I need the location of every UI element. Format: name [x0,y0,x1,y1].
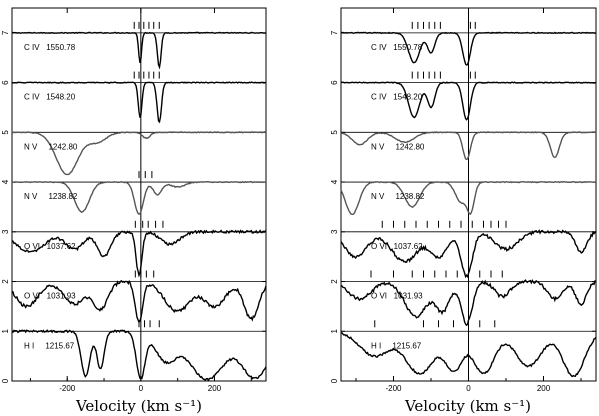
transition-label: O VI 1037.62 [24,242,76,251]
x-tick-label: 200 [208,384,222,393]
spectrum-line [340,81,597,121]
x-axis-title: Velocity (km s⁻¹) [75,397,202,415]
transition-label: O VI 1031.93 [371,292,423,301]
spectrum-line [340,131,597,161]
x-tick-label: -200 [59,384,76,393]
y-tick-label: 4 [330,179,339,184]
spectrum-series: C IV 1548.20 [340,71,597,121]
y-tick-label: 1 [1,328,10,333]
spectrum-line [11,180,267,215]
y-tick-label: 3 [330,229,339,234]
spectrum-series: N V 1242.80 [11,131,267,176]
spectrum-line [340,180,597,216]
spectrum-series: N V 1238.82 [11,171,267,215]
x-tick-label: 0 [139,384,144,393]
transition-label: N V 1238.82 [24,192,78,201]
transition-label: H I 1215.67 [371,341,422,350]
plot-frame [11,7,267,382]
spectrum-series: O VI 1031.93 [11,270,267,324]
x-tick-label: 0 [466,384,471,393]
transition-label: C IV 1550.78 [371,43,423,52]
y-tick-label: 6 [1,80,10,85]
spectrum-line [340,31,597,66]
spectrum-line [340,279,597,327]
y-tick-label: 2 [1,279,10,284]
y-tick-label: 4 [1,179,10,184]
spectrum-series: H I 1215.67 [11,320,267,382]
spectrum-series: N V 1242.80 [340,131,597,161]
transition-label: C IV 1548.20 [371,93,423,102]
spectrum-line [11,229,267,278]
panel-right: -200 0 200 0 1 2 3 4 5 6 7 Velocity (km s⁻¹) C IV 15… [330,7,597,415]
y-tick-label: 2 [330,279,339,284]
y-tick-label: 5 [1,130,10,135]
y-tick-label: 7 [1,30,10,35]
x-axis-title: Velocity (km s⁻¹) [404,397,531,415]
transition-label: C IV 1548.20 [24,93,76,102]
spectrum-series: O VI 1031.93 [340,270,597,327]
transition-label: O VI 1031.93 [24,292,76,301]
panel-left: -200 0 200 0 1 2 3 4 5 6 7 Velocity (km s⁻¹) C IV 15… [1,7,267,415]
transition-label: N V 1238.82 [371,192,425,201]
spectrum-line [11,329,267,382]
y-tick-label: 6 [330,80,339,85]
y-tick-label: 0 [1,378,10,383]
spectrum-series: N V 1238.82 [340,180,597,216]
transition-label: N V 1242.80 [24,142,78,151]
y-tick-label: 1 [330,328,339,333]
x-tick-label: -200 [385,384,402,393]
transition-label: C IV 1550.78 [24,43,76,52]
spectrum-line [11,81,267,124]
y-tick-label: 3 [1,229,10,234]
spectrum-series: C IV 1548.20 [11,71,267,124]
y-tick-label: 0 [330,378,339,383]
y-tick-label: 5 [330,130,339,135]
y-tick-label: 7 [330,30,339,35]
spectrum-line [340,332,597,378]
x-tick-label: 200 [537,384,551,393]
transition-label: H I 1215.67 [24,341,75,350]
spectrum-series: C IV 1550.78 [340,21,597,66]
transition-label: O VI 1037.62 [371,242,423,251]
spectrum-series: C IV 1550.78 [11,21,267,70]
transition-label: N V 1242.80 [371,142,425,151]
spectrum-line [11,279,267,324]
spectrum-series: H I 1215.67 [340,320,597,378]
spectrum-line [11,31,267,70]
spectrum-line [11,131,267,176]
spectrum-series: O VI 1037.62 [11,220,267,278]
